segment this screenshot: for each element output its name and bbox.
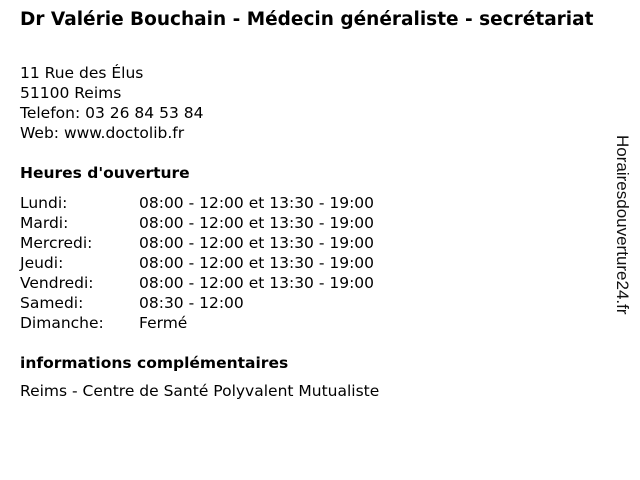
hours-row: Mercredi: 08:00 - 12:00 et 13:30 - 19:00 [20, 233, 374, 253]
street: 11 Rue des Élus [20, 64, 144, 82]
time: 08:00 - 12:00 et 13:30 - 19:00 [139, 214, 375, 232]
hours-table: Lundi: 08:00 - 12:00 et 13:30 - 19:00 Mar… [20, 193, 374, 333]
time: 08:00 - 12:00 et 13:30 - 19:00 [139, 254, 375, 272]
page-title: Dr Valérie Bouchain - Médecin généralist… [20, 9, 594, 30]
time: 08:00 - 12:00 et 13:30 - 19:00 [139, 234, 375, 252]
hours-row: Dimanche: Fermé [20, 313, 374, 333]
time: 08:30 - 12:00 [139, 294, 244, 312]
info-text: Reims - Centre de Santé Polyvalent Mutua… [20, 382, 380, 400]
day: Vendredi: [20, 274, 94, 292]
watermark: Horairesdouverture24.fr [613, 135, 632, 315]
day: Mercredi: [20, 234, 93, 252]
address-block: 11 Rue des Élus 51100 Reims Telefon: 03 … [20, 63, 203, 143]
phone: Telefon: 03 26 84 53 84 [20, 104, 204, 122]
hours-row: Vendredi: 08:00 - 12:00 et 13:30 - 19:00 [20, 273, 374, 293]
city: 51100 Reims [20, 84, 122, 102]
info-heading: informations complémentaires [20, 354, 289, 372]
hours-row: Mardi: 08:00 - 12:00 et 13:30 - 19:00 [20, 213, 374, 233]
hours-row: Jeudi: 08:00 - 12:00 et 13:30 - 19:00 [20, 253, 374, 273]
day: Jeudi: [20, 254, 64, 272]
hours-heading: Heures d'ouverture [20, 164, 190, 182]
hours-row: Lundi: 08:00 - 12:00 et 13:30 - 19:00 [20, 193, 374, 213]
day: Lundi: [20, 194, 68, 212]
day: Dimanche: [20, 314, 104, 332]
day: Samedi: [20, 294, 84, 312]
time: 08:00 - 12:00 et 13:30 - 19:00 [139, 274, 375, 292]
time: Fermé [139, 314, 188, 332]
time: 08:00 - 12:00 et 13:30 - 19:00 [139, 194, 375, 212]
website: Web: www.doctolib.fr [20, 124, 185, 142]
hours-row: Samedi: 08:30 - 12:00 [20, 293, 374, 313]
day: Mardi: [20, 214, 69, 232]
